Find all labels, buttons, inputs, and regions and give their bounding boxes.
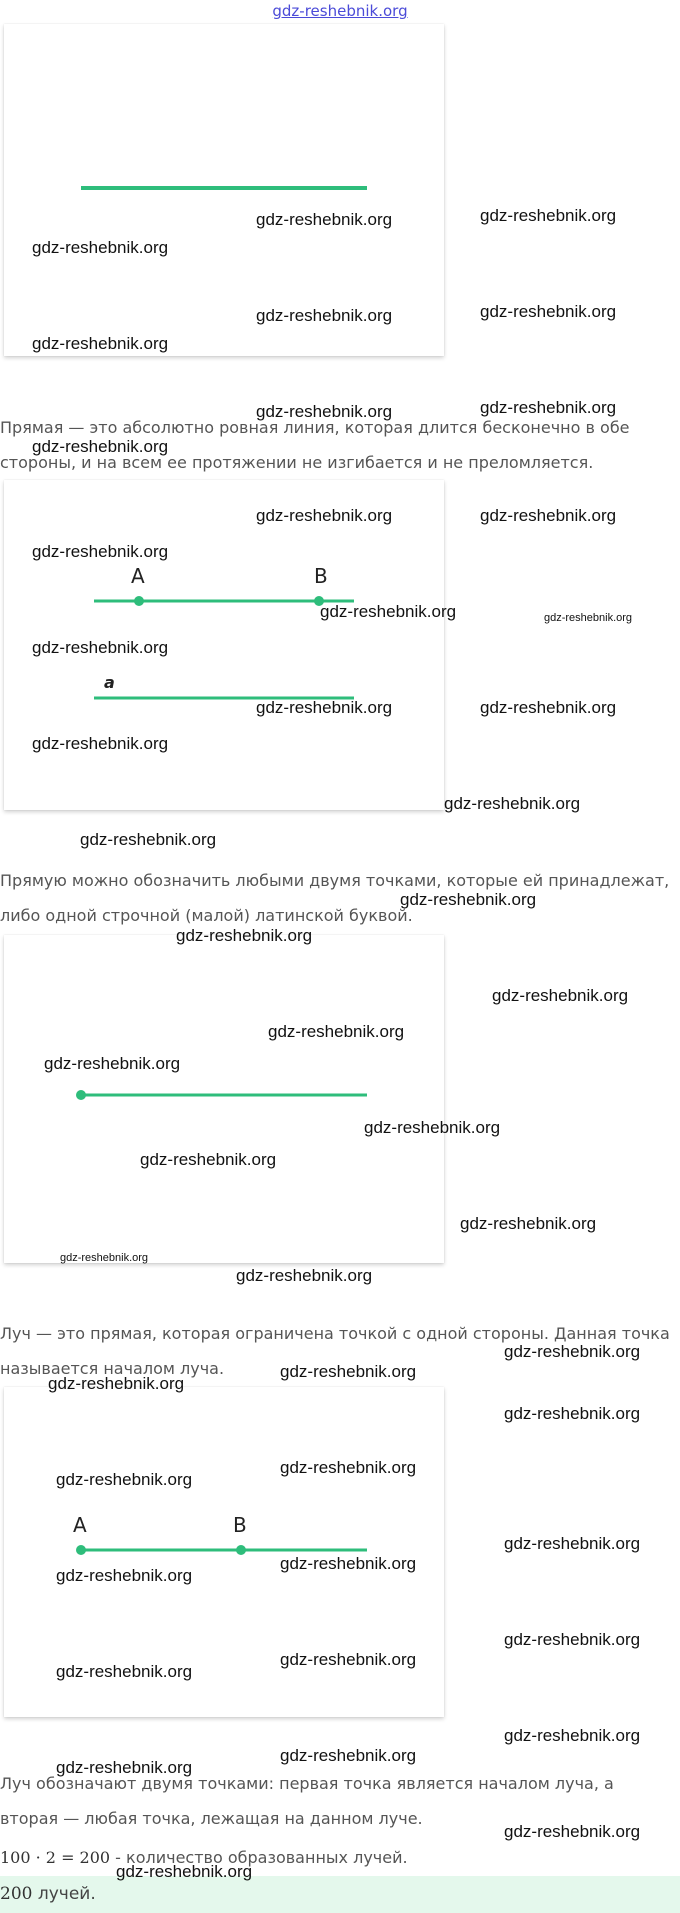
watermark: gdz-reshebnik.org	[504, 1822, 641, 1841]
watermark: gdz-reshebnik.org	[32, 238, 169, 257]
watermark: gdz-reshebnik.org	[280, 1554, 417, 1573]
point-b-label: B	[314, 564, 328, 588]
watermark: gdz-reshebnik.org	[56, 1758, 193, 1777]
watermark: gdz-reshebnik.org	[364, 1118, 501, 1137]
ray-point-a-label: A	[73, 1513, 87, 1537]
line-a-label: a	[104, 673, 115, 692]
figure-ray	[4, 935, 444, 1263]
watermark: gdz-reshebnik.org	[480, 206, 617, 225]
ray-origin-point	[76, 1090, 86, 1100]
answer-text: лучей.	[32, 1884, 96, 1904]
watermark: gdz-reshebnik.org	[32, 437, 169, 456]
paragraph-ray-definition: Луч — это прямая, которая ограничена точ…	[0, 1324, 670, 1378]
line-diagram: A B a	[94, 564, 354, 700]
watermark: gdz-reshebnik.org	[280, 1458, 417, 1477]
calculation-line: 100 · 2 = 200 - количество образованных …	[0, 1840, 676, 1876]
watermark: gdz-reshebnik.org	[256, 506, 393, 525]
watermark: gdz-reshebnik.org	[44, 1054, 181, 1073]
watermark: gdz-reshebnik.org	[48, 1374, 185, 1393]
watermark: gdz-reshebnik.org	[280, 1650, 417, 1669]
watermark: gdz-reshebnik.org	[32, 638, 169, 657]
calculation-expression: 100 · 2 = 200	[0, 1848, 111, 1867]
watermark: gdz-reshebnik.org	[56, 1566, 193, 1585]
watermark: gdz-reshebnik.org	[480, 302, 617, 321]
watermark: gdz-reshebnik.org	[504, 1630, 641, 1649]
watermark: gdz-reshebnik.org	[32, 542, 169, 561]
watermark: gdz-reshebnik.org	[256, 698, 393, 717]
figure-segment	[4, 24, 444, 356]
figure-line: A B a	[4, 480, 444, 810]
watermark: gdz-reshebnik.org	[460, 1214, 597, 1233]
watermark: gdz-reshebnik.org	[60, 1252, 149, 1264]
watermark: gdz-reshebnik.org	[400, 890, 537, 909]
watermark: gdz-reshebnik.org	[480, 506, 617, 525]
ray-ab-diagram: A B	[73, 1513, 367, 1555]
watermark: gdz-reshebnik.org	[280, 1362, 417, 1381]
watermark: gdz-reshebnik.org	[280, 1746, 417, 1765]
ray-point-b	[236, 1545, 246, 1555]
watermark: gdz-reshebnik.org	[480, 698, 617, 717]
watermark: gdz-reshebnik.org	[480, 398, 617, 417]
point-a	[134, 596, 144, 606]
figure-ray-ab: A B	[4, 1387, 444, 1717]
watermark: gdz-reshebnik.org	[504, 1534, 641, 1553]
watermark: gdz-reshebnik.org	[236, 1266, 373, 1285]
paragraph-line-notation: Прямую можно обозначить любыми двумя точ…	[0, 871, 670, 925]
watermark: gdz-reshebnik.org	[256, 306, 393, 325]
watermark: gdz-reshebnik.org	[504, 1342, 641, 1361]
paragraph-ray-notation: Луч обозначают двумя точками: первая точ…	[0, 1774, 614, 1828]
answer-block: 200 лучей.	[0, 1876, 680, 1913]
watermark: gdz-reshebnik.org	[544, 612, 633, 624]
watermark: gdz-reshebnik.org	[444, 794, 581, 813]
calculation-text: - количество образованных лучей.	[110, 1848, 408, 1867]
watermark: gdz-reshebnik.org	[80, 830, 217, 849]
point-a-label: A	[131, 564, 145, 588]
site-header-link[interactable]: gdz-reshebnik.org	[272, 2, 408, 20]
segment-diagram	[81, 186, 367, 190]
watermark: gdz-reshebnik.org	[176, 926, 313, 945]
watermark: gdz-reshebnik.org	[492, 986, 629, 1005]
answer-value: 200	[0, 1884, 33, 1904]
ray-point-b-label: B	[233, 1513, 247, 1537]
watermark: gdz-reshebnik.org	[256, 210, 393, 229]
watermark: gdz-reshebnik.org	[116, 1862, 253, 1881]
watermark: gdz-reshebnik.org	[256, 402, 393, 421]
paragraph-line-definition: Прямая — это абсолютно ровная линия, кот…	[0, 418, 630, 472]
watermark: gdz-reshebnik.org	[504, 1726, 641, 1745]
watermark: gdz-reshebnik.org	[32, 334, 169, 353]
watermark: gdz-reshebnik.org	[56, 1662, 193, 1681]
watermark: gdz-reshebnik.org	[56, 1470, 193, 1489]
ray-point-a	[76, 1545, 86, 1555]
ray-diagram	[76, 1090, 367, 1100]
point-b	[314, 596, 324, 606]
watermark: gdz-reshebnik.org	[320, 602, 457, 621]
watermark: gdz-reshebnik.org	[32, 734, 169, 753]
watermark: gdz-reshebnik.org	[504, 1404, 641, 1423]
watermark: gdz-reshebnik.org	[268, 1022, 405, 1041]
watermark: gdz-reshebnik.org	[140, 1150, 277, 1169]
